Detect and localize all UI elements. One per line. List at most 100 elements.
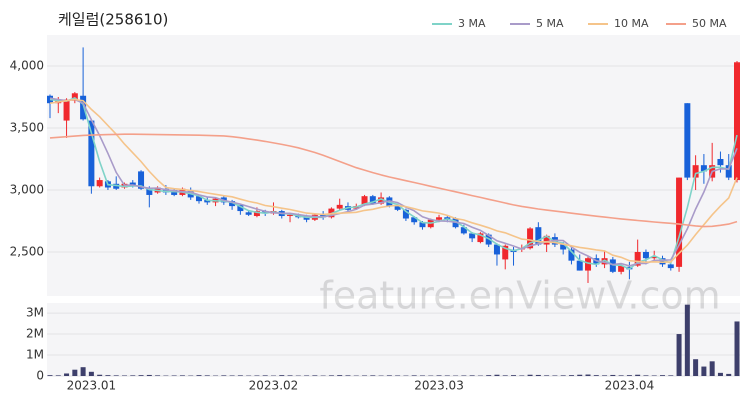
- y-tick-label: 3M: [26, 306, 44, 320]
- candle-body: [195, 196, 202, 202]
- volume-bar: [138, 375, 144, 376]
- candle-body: [361, 196, 368, 205]
- candle-body: [138, 171, 145, 189]
- watermark: feature.enViewV.com: [319, 274, 720, 318]
- candle-body: [411, 217, 418, 223]
- candle-body: [618, 265, 625, 272]
- candle-body: [80, 95, 87, 120]
- candle-body: [585, 258, 592, 271]
- volume-bar: [486, 375, 492, 376]
- volume-bar: [469, 375, 475, 376]
- volume-bar: [64, 373, 70, 376]
- volume-bar: [328, 375, 334, 376]
- candle-body: [287, 214, 294, 217]
- volume-bar: [544, 375, 550, 376]
- candle-body: [469, 233, 476, 239]
- x-tick-label: 2023.02: [249, 379, 299, 393]
- volume-bar: [635, 374, 641, 376]
- volume-bar: [585, 374, 591, 376]
- volume-bar: [436, 375, 442, 376]
- volume-bar: [693, 359, 699, 376]
- legend: 3 MA 5 MA 10 MA 50 MA: [432, 17, 727, 30]
- candle-body: [601, 258, 608, 265]
- candle-body: [634, 251, 641, 266]
- candle-body: [96, 180, 103, 187]
- y-tick-label: 3,000: [10, 182, 44, 196]
- y-tick-label: 1M: [26, 348, 44, 362]
- ma-line: [49, 96, 738, 270]
- volume-bar: [196, 375, 202, 376]
- candle-body: [692, 165, 699, 178]
- candle-body: [402, 209, 409, 219]
- volume-bar: [734, 321, 740, 376]
- volume-bar: [130, 375, 136, 376]
- candle-body: [609, 259, 616, 272]
- volume-bar: [535, 374, 541, 376]
- legend-label: 3 MA: [458, 17, 486, 30]
- volume-bar: [709, 361, 715, 376]
- volume-bar: [626, 375, 632, 376]
- volume-bar: [171, 375, 177, 376]
- candle-body: [229, 201, 236, 207]
- volume-bar: [337, 375, 343, 376]
- candle-body: [560, 244, 567, 250]
- volume-bar: [146, 374, 152, 376]
- candle-body: [734, 62, 740, 181]
- volume-bar: [676, 334, 682, 376]
- volume-bar: [113, 375, 119, 376]
- candle-body: [162, 188, 169, 193]
- volume-bar: [444, 375, 450, 376]
- candle-body: [129, 182, 136, 186]
- volume-bar: [287, 375, 293, 376]
- candle-body: [717, 158, 724, 166]
- volume-bar: [97, 374, 103, 376]
- volume-bar: [411, 375, 417, 376]
- price-panel: [47, 35, 740, 296]
- volume-bar: [221, 375, 227, 376]
- candle-body: [245, 212, 252, 215]
- candle-body: [568, 249, 575, 261]
- volume-bar: [88, 371, 94, 376]
- volume-bar: [47, 375, 53, 376]
- chart-title: 케일럼(258610): [58, 11, 168, 29]
- y-tick-label: 2,500: [10, 244, 44, 258]
- candle-body: [204, 199, 211, 203]
- y-tick-label: 2M: [26, 327, 44, 341]
- volume-bar: [660, 375, 666, 376]
- legend-label: 10 MA: [614, 17, 649, 30]
- candle-body: [262, 211, 269, 214]
- volume-bar: [262, 375, 268, 376]
- volume-bar: [345, 375, 351, 376]
- volume-bar: [494, 374, 500, 376]
- candle-body: [378, 197, 385, 204]
- candle-body: [71, 93, 78, 101]
- candle-body: [113, 183, 120, 189]
- volume-bar: [395, 375, 401, 376]
- candle-body: [659, 258, 666, 265]
- candle-body: [336, 204, 343, 209]
- volume-bar: [179, 375, 185, 376]
- ma-line: [49, 97, 738, 267]
- ma-line: [49, 98, 738, 264]
- volume-bar: [55, 375, 61, 376]
- volume-bar: [254, 375, 260, 376]
- volume-bar: [527, 374, 533, 376]
- volume-bar: [312, 375, 318, 376]
- volume-bar: [618, 375, 624, 376]
- ma-line: [49, 133, 738, 228]
- volume-bar: [560, 375, 566, 376]
- candle-body: [394, 206, 401, 210]
- volume-bar: [593, 375, 599, 376]
- candle-body: [88, 120, 95, 187]
- candle-body: [419, 222, 426, 228]
- candle-body: [651, 256, 658, 259]
- candle-body: [47, 95, 53, 104]
- y-tick-label: 0: [36, 369, 44, 383]
- candle-body: [253, 211, 260, 217]
- candle-body: [543, 235, 550, 245]
- candle-body: [369, 196, 376, 204]
- volume-bar: [511, 375, 517, 376]
- volume-bar: [668, 375, 674, 376]
- candle-body: [63, 99, 70, 121]
- candle-body: [725, 165, 732, 178]
